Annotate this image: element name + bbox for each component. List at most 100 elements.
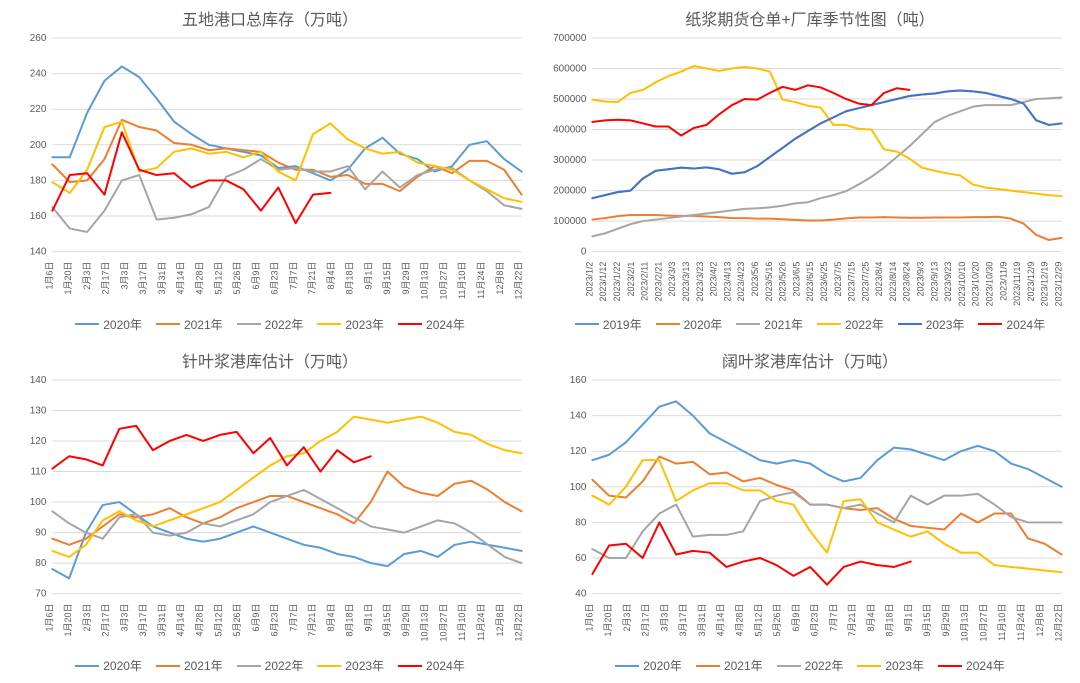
- x-tick-label: 5月12日: [213, 262, 223, 295]
- x-tick-label: 1月6日: [584, 603, 594, 631]
- legend-swatch: [575, 323, 599, 325]
- x-tick-label: 2023/8/4: [874, 262, 884, 297]
- x-tick-label: 12月8日: [495, 603, 505, 636]
- y-tick-label: 100: [30, 497, 47, 508]
- x-tick-label: 6月9日: [251, 603, 261, 631]
- legend-label: 2022年: [845, 316, 884, 333]
- x-tick-label: 9月29日: [401, 603, 411, 636]
- x-tick-label: 1月20日: [63, 262, 73, 295]
- legend-swatch: [656, 323, 680, 325]
- x-tick-label: 2023/4/23: [736, 262, 746, 302]
- y-tick-label: 220: [30, 104, 47, 115]
- x-tick-label: 5月26日: [232, 262, 242, 295]
- chart-body: 4060801001201401601月6日1月20日2月3日2月17日3月3日…: [550, 374, 1070, 656]
- legend-label: 2023年: [345, 316, 384, 333]
- x-tick-label: 3月17日: [678, 603, 688, 636]
- panel-top-right: 纸浆期货仓单+厂库季节性图（吨） 01000002000003000004000…: [540, 0, 1080, 342]
- x-tick-label: 7月21日: [847, 603, 857, 636]
- legend-item: 2022年: [237, 316, 304, 333]
- x-tick-label: 3月3日: [119, 262, 129, 290]
- y-tick-label: 300000: [553, 155, 587, 166]
- series-line: [52, 425, 370, 471]
- y-tick-label: 140: [30, 374, 47, 385]
- x-tick-label: 2月17日: [101, 603, 111, 636]
- x-tick-label: 2023/9/3: [916, 262, 926, 297]
- legend-label: 2021年: [184, 316, 223, 333]
- chart-title: 阔叶浆港库估计（万吨）: [550, 348, 1070, 372]
- x-tick-label: 2023/1/12: [598, 262, 608, 302]
- x-tick-label: 2月17日: [641, 603, 651, 636]
- y-tick-label: 600000: [553, 64, 587, 75]
- x-tick-label: 10月13日: [420, 262, 430, 300]
- y-tick-label: 160: [570, 374, 587, 385]
- legend-label: 2024年: [426, 657, 465, 674]
- series-line: [52, 471, 521, 544]
- legend-item: 2020年: [656, 316, 723, 333]
- legend-label: 2021年: [184, 657, 223, 674]
- legend-item: 2020年: [75, 316, 142, 333]
- panel-bottom-left: 针叶浆港库估计（万吨） 7080901001101201301401月6日1月2…: [0, 342, 540, 683]
- legend-label: 2024年: [426, 316, 465, 333]
- x-tick-label: 11月24日: [1016, 603, 1026, 640]
- x-tick-label: 12月22日: [514, 262, 524, 300]
- y-tick-label: 400000: [553, 125, 587, 136]
- legend-swatch: [75, 323, 99, 325]
- x-tick-label: 2月3日: [622, 603, 632, 631]
- x-tick-label: 12月8日: [495, 262, 505, 295]
- legend-swatch: [938, 665, 962, 667]
- y-tick-label: 180: [30, 175, 47, 186]
- x-tick-label: 3月31日: [157, 262, 167, 295]
- x-tick-label: 2023/8/14: [888, 262, 898, 302]
- x-tick-label: 2023/7/15: [847, 262, 857, 302]
- legend-swatch: [857, 665, 881, 667]
- panel-bottom-right: 阔叶浆港库估计（万吨） 4060801001201401601月6日1月20日2…: [540, 342, 1080, 683]
- legend-swatch: [777, 665, 801, 667]
- x-tick-label: 2023/8/24: [902, 262, 912, 302]
- x-tick-label: 10月27日: [438, 603, 448, 641]
- series-line: [52, 489, 521, 562]
- x-tick-label: 2月17日: [101, 262, 111, 295]
- x-tick-label: 8月18日: [885, 603, 895, 636]
- x-tick-label: 2023/7/25: [860, 262, 870, 302]
- x-tick-label: 2023/5/6: [750, 262, 760, 297]
- series-line: [592, 90, 1061, 198]
- x-tick-label: 11月10日: [457, 603, 467, 640]
- x-tick-label: 3月3日: [119, 603, 129, 631]
- chart-title: 针叶浆港库估计（万吨）: [10, 348, 530, 372]
- y-tick-label: 60: [575, 553, 587, 564]
- legend-item: 2023年: [317, 657, 384, 674]
- legend-item: 2019年: [575, 316, 642, 333]
- x-tick-label: 2023/2/21: [653, 262, 663, 302]
- legend-swatch: [978, 323, 1002, 325]
- x-tick-label: 1月6日: [44, 603, 54, 631]
- x-tick-label: 10月13日: [420, 603, 430, 641]
- x-tick-label: 9月15日: [922, 603, 932, 636]
- y-tick-label: 260: [30, 33, 47, 44]
- x-tick-label: 2023/11/19: [1012, 262, 1022, 306]
- legend-label: 2022年: [265, 657, 304, 674]
- chart-body: 0100000200000300000400000500000600000700…: [550, 32, 1070, 314]
- x-tick-label: 10月27日: [438, 262, 448, 300]
- legend-label: 2021年: [764, 316, 803, 333]
- series-line: [592, 522, 910, 584]
- series-line: [592, 90, 1061, 198]
- legend-item: 2022年: [777, 657, 844, 674]
- legend-label: 2023年: [885, 657, 924, 674]
- y-tick-label: 90: [35, 527, 47, 538]
- x-tick-label: 4月14日: [176, 603, 186, 636]
- legend: 2020年 2021年 2022年 2023年 2024年: [10, 316, 530, 333]
- x-tick-label: 2023/1/22: [612, 262, 622, 302]
- x-tick-label: 7月7日: [288, 262, 298, 290]
- x-tick-label: 5月26日: [772, 603, 782, 636]
- x-tick-label: 2023/11/9: [998, 262, 1008, 301]
- legend-label: 2020年: [103, 657, 142, 674]
- x-tick-label: 4月28日: [735, 603, 745, 636]
- x-tick-label: 8月18日: [345, 262, 355, 295]
- legend: 2019年2020年2021年2022年2023年2024年: [550, 316, 1070, 333]
- legend-item: 2024年: [978, 316, 1045, 333]
- legend-swatch: [317, 323, 341, 325]
- x-tick-label: 2023/12/29: [1054, 262, 1064, 307]
- x-tick-label: 3月31日: [697, 603, 707, 636]
- x-tick-label: 2023/6/5: [791, 262, 801, 297]
- x-tick-label: 7月21日: [307, 603, 317, 636]
